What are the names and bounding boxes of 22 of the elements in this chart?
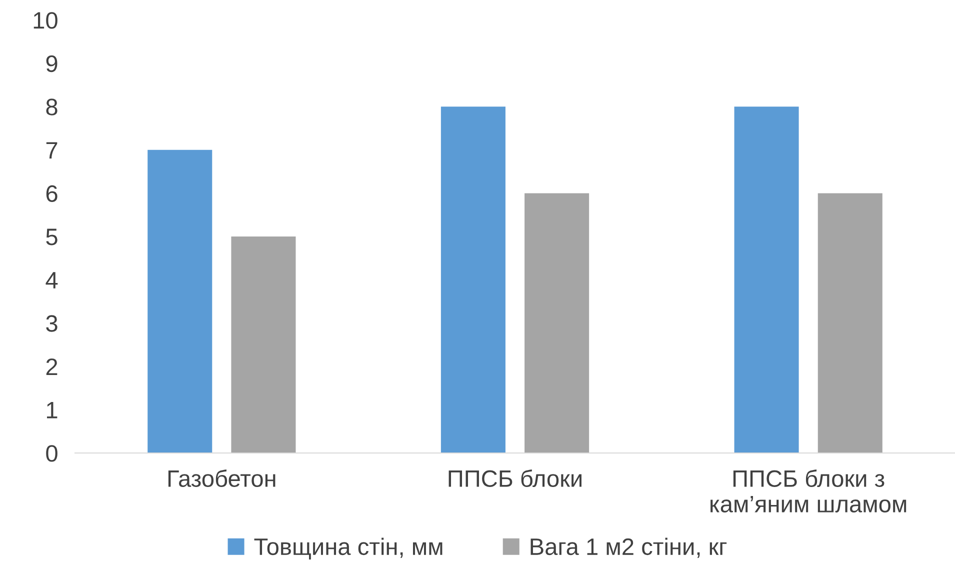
x-tick-label: ППСБ блоки [448, 469, 582, 488]
y-tick-label: 5 [46, 228, 58, 246]
y-tick-label: 10 [34, 12, 58, 29]
legend-label: Товщина стін, мм [254, 538, 442, 560]
y-tick-label: 7 [46, 142, 58, 158]
y-tick-label: 3 [46, 315, 58, 332]
bar [231, 236, 296, 453]
y-tick-label: 0 [46, 445, 58, 462]
y-tick-label: 8 [46, 98, 58, 116]
bar [734, 106, 799, 453]
y-tick-label: 9 [46, 55, 58, 72]
y-tick-label: 6 [46, 185, 58, 202]
x-tick-label: ППСБ блоки з кам’яним шламом [710, 469, 906, 512]
y-tick-label: 4 [46, 272, 58, 288]
bar [440, 106, 506, 453]
bar [524, 193, 590, 453]
x-tick-label: Газобетон [168, 469, 276, 488]
y-tick-label: 2 [46, 358, 58, 375]
y-tick-label: 1 [47, 402, 58, 418]
bar [148, 150, 212, 453]
legend-label: Вага 1 м2 стіни, кг [530, 538, 727, 558]
bar [818, 193, 882, 453]
